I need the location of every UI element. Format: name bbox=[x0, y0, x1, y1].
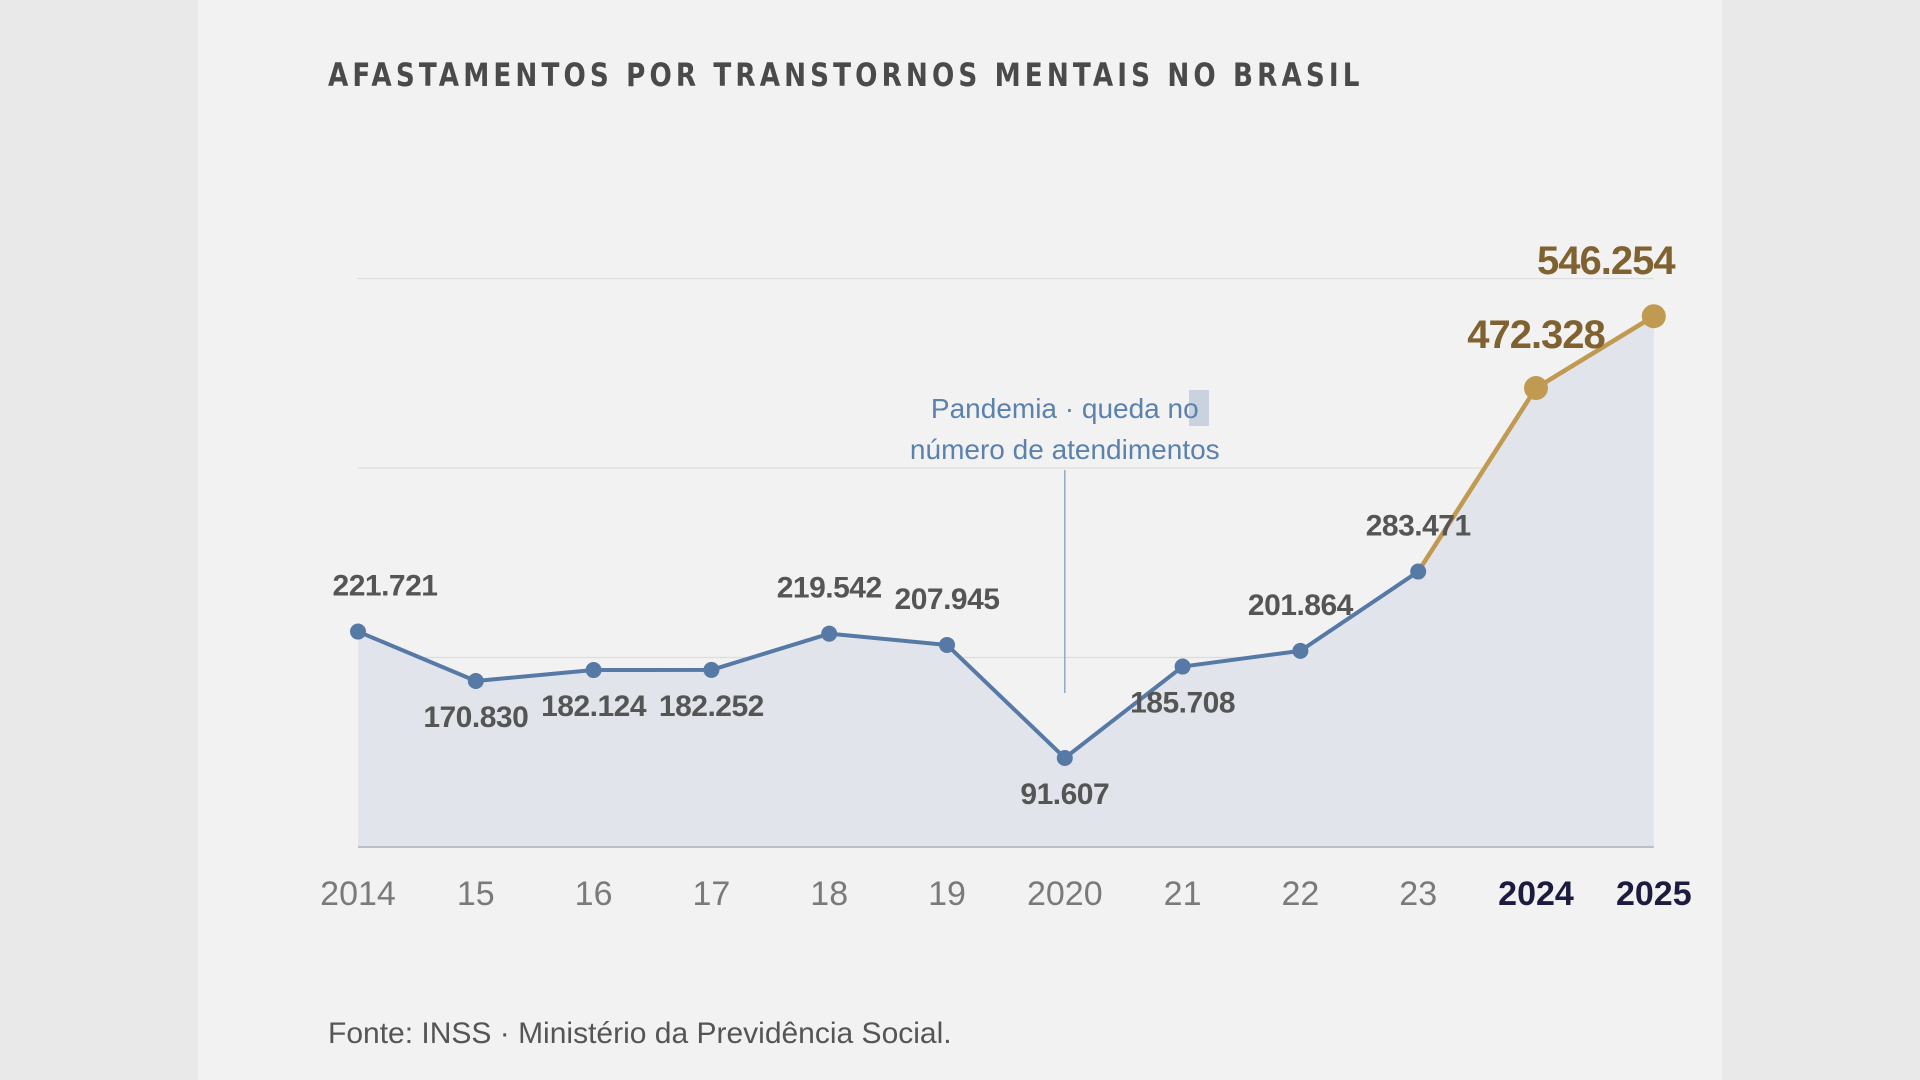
data-point bbox=[703, 661, 720, 678]
data-label: 182.252 bbox=[659, 690, 764, 723]
data-point bbox=[1056, 749, 1073, 766]
data-point bbox=[1524, 376, 1548, 401]
annotation-highlight bbox=[1189, 390, 1209, 426]
area-fill bbox=[358, 316, 1654, 847]
x-tick-label: 15 bbox=[457, 875, 495, 913]
x-tick-label: 23 bbox=[1399, 875, 1437, 913]
data-point bbox=[939, 636, 955, 653]
x-tick-label: 2020 bbox=[1027, 875, 1103, 913]
source-note: Fonte: INSS · Ministério da Previdência … bbox=[328, 1017, 952, 1050]
annotation-text: Pandemia · queda no bbox=[931, 393, 1199, 424]
data-label: 219.542 bbox=[777, 572, 882, 605]
x-tick-label: 2014 bbox=[320, 875, 396, 913]
x-tick-label: 18 bbox=[810, 875, 848, 913]
data-label: 185.708 bbox=[1130, 687, 1235, 720]
data-label: 170.830 bbox=[423, 701, 528, 734]
data-point bbox=[1410, 563, 1427, 580]
annotation-text: número de atendimentos bbox=[910, 434, 1220, 465]
data-point bbox=[585, 662, 602, 679]
x-tick-label: 19 bbox=[928, 875, 966, 913]
data-label: 201.864 bbox=[1248, 589, 1354, 622]
data-label: 546.254 bbox=[1537, 239, 1676, 283]
data-label: 182.124 bbox=[541, 690, 647, 723]
data-label: 91.607 bbox=[1020, 778, 1109, 811]
data-point bbox=[821, 625, 838, 642]
x-tick-label: 22 bbox=[1281, 875, 1319, 913]
data-label: 221.721 bbox=[333, 570, 438, 603]
data-point bbox=[1641, 304, 1666, 329]
data-point bbox=[1174, 658, 1191, 675]
x-tick-label: 2025 bbox=[1616, 875, 1692, 913]
data-label: 283.471 bbox=[1366, 510, 1471, 543]
data-point bbox=[1292, 642, 1309, 659]
x-tick-label: 16 bbox=[575, 875, 613, 913]
data-label: 207.945 bbox=[895, 583, 1000, 616]
x-tick-label: 21 bbox=[1164, 875, 1202, 913]
data-label: 472.328 bbox=[1467, 313, 1605, 357]
x-tick-label: 17 bbox=[692, 875, 730, 913]
data-point bbox=[467, 673, 484, 690]
series-line bbox=[357, 569, 1420, 760]
x-tick-label: 2024 bbox=[1498, 875, 1574, 913]
chart-title: AFASTAMENTOS POR TRANSTORNOS MENTAIS NO … bbox=[328, 56, 1364, 94]
data-point bbox=[350, 623, 366, 640]
